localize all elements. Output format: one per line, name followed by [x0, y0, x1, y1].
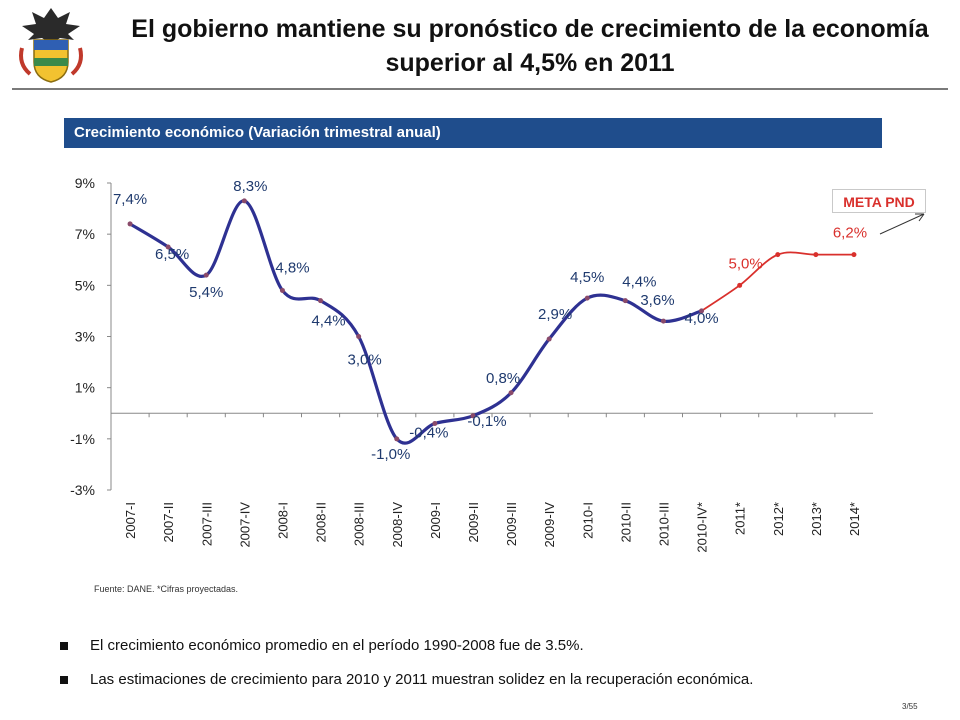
x-tick-label: 2010-II [618, 502, 633, 542]
projected-point [851, 252, 857, 258]
observed-point [165, 244, 171, 250]
observed-point [356, 334, 362, 339]
x-tick-label: 2008-II [314, 502, 329, 542]
data-label: 0,8% [486, 370, 520, 387]
y-tick-label: 7% [75, 226, 95, 242]
bullet-list: El crecimiento económico promedio en el … [56, 636, 936, 704]
bullet-item: Las estimaciones de crecimiento para 201… [56, 670, 936, 690]
projected-series-line [701, 251, 854, 312]
data-label: 3,0% [348, 352, 382, 369]
title-divider [12, 88, 948, 90]
data-label: -1,0% [371, 446, 410, 463]
x-tick-label: 2009-II [466, 502, 481, 542]
observed-point [699, 308, 705, 314]
y-tick-label: 5% [75, 277, 95, 293]
data-label: 4,0% [684, 310, 718, 327]
bullet-text: El crecimiento económico promedio en el … [90, 637, 584, 654]
growth-line-chart: 9% 7% 5% 3% 1% -1% -3% 2007-I 2007-II 2007-III 200… [70, 175, 925, 553]
x-tick-label: 2007-I [123, 502, 138, 539]
observed-point [660, 318, 666, 324]
data-label: 3,6% [640, 292, 674, 309]
x-tick-label: 2010-I [580, 502, 595, 539]
data-label: 4,8% [275, 259, 309, 276]
projected-point [737, 282, 743, 288]
data-label: 7,4% [113, 191, 147, 208]
bullet-square-icon [60, 676, 68, 684]
data-label: 5,0% [729, 255, 763, 272]
chart-header: Crecimiento económico (Variación trimest… [64, 118, 882, 148]
x-tick-label: 2008-III [352, 502, 367, 546]
observed-point [508, 390, 514, 396]
data-label: -0,1% [467, 413, 506, 430]
slide-title: El gobierno mantiene su pronóstico de cr… [110, 12, 950, 80]
data-label: 4,5% [570, 269, 604, 286]
y-tick-label: -1% [70, 431, 95, 447]
projected-point [813, 252, 819, 258]
y-tick-label: 9% [75, 175, 95, 191]
projected-point [775, 252, 781, 258]
x-tick-label: 2009-I [428, 502, 443, 539]
observed-point [584, 295, 590, 301]
x-tick-label: 2010-III [656, 502, 671, 546]
x-tick-label: 2009-III [504, 502, 519, 546]
title-line-1: El gobierno mantiene su pronóstico de cr… [131, 15, 929, 43]
x-tick-label: 2007-III [199, 502, 214, 546]
observed-point [279, 287, 285, 293]
observed-point [470, 413, 476, 419]
observed-point [127, 221, 133, 227]
title-line-2: superior al 4,5% en 2011 [385, 49, 675, 77]
data-label: 4,4% [622, 274, 656, 291]
x-tick-label: 2007-IV [237, 502, 252, 548]
x-tick-label: 2011* [733, 502, 748, 535]
meta-arrow-head-icon [915, 213, 925, 222]
bullet-item: El crecimiento económico promedio en el … [56, 636, 936, 656]
y-tick-label: 3% [75, 329, 95, 345]
data-label: 2,9% [538, 306, 572, 323]
x-tick-label: 2010-IV* [695, 502, 710, 553]
source-note: Fuente: DANE. *Cifras proyectadas. [94, 584, 239, 594]
observed-series-line [129, 199, 703, 445]
observed-point [318, 298, 324, 304]
data-label: 8,3% [233, 178, 267, 195]
x-tick-label: 2012* [771, 502, 786, 536]
data-label: 4,4% [311, 313, 345, 330]
meta-pnd-label: META PND [832, 189, 926, 213]
observed-point [546, 336, 552, 342]
data-label: 6,5% [155, 246, 189, 263]
page-number: 3/55 [902, 702, 918, 711]
x-tick-label: 2013* [809, 502, 824, 536]
observed-point [394, 436, 400, 442]
observed-point [241, 198, 247, 204]
y-tick-label: 1% [75, 380, 95, 396]
coat-of-arms-icon [19, 8, 83, 83]
data-label: 5,4% [189, 284, 223, 301]
data-label: 6,2% [833, 225, 867, 242]
bullet-square-icon [60, 642, 68, 650]
bullet-text: Las estimaciones de crecimiento para 201… [90, 671, 754, 688]
x-tick-label: 2014* [847, 502, 862, 536]
data-label: -0,4% [409, 424, 448, 441]
observed-point [203, 272, 209, 278]
x-tick-label: 2008-I [275, 502, 290, 539]
observed-point [432, 420, 438, 426]
x-tick-label: 2007-II [161, 502, 176, 542]
x-tick-label: 2009-IV [542, 502, 557, 548]
observed-point [622, 298, 628, 304]
meta-arrow-line [879, 213, 925, 235]
x-tick-label: 2008-IV [390, 502, 405, 548]
y-tick-label: -3% [70, 482, 95, 498]
